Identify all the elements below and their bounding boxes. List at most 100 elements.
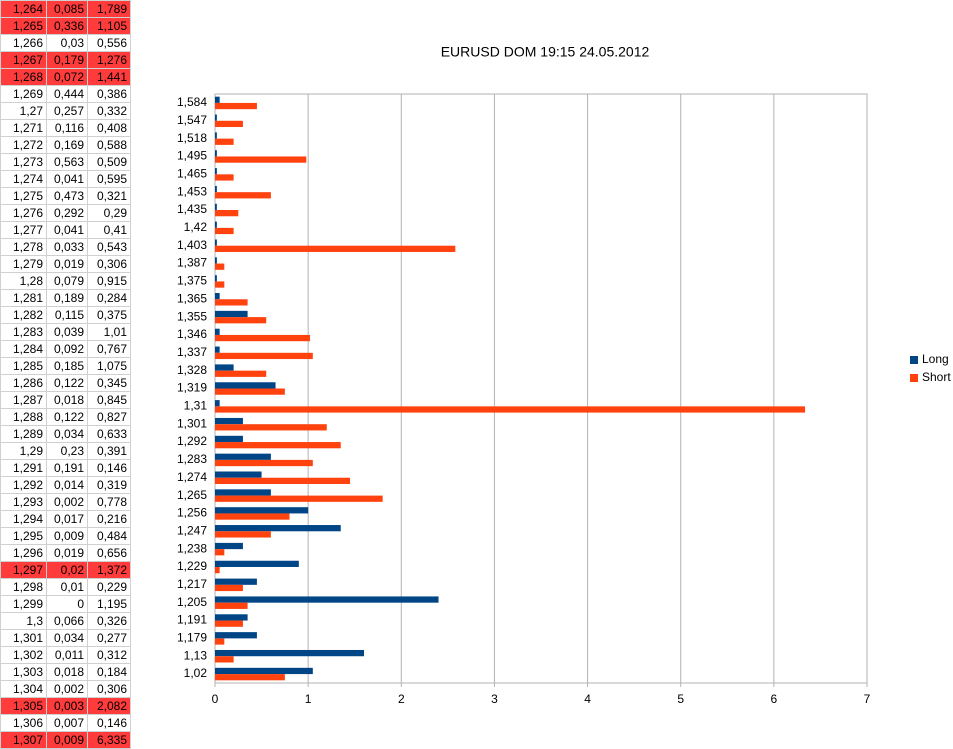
cell[interactable]: 0,116 [46, 119, 88, 137]
cell[interactable]: 1,288 [0, 408, 47, 426]
cell[interactable]: 1,105 [87, 17, 131, 35]
cell[interactable]: 1,264 [0, 0, 47, 18]
cell[interactable]: 0,122 [46, 374, 88, 392]
cell[interactable]: 1,01 [87, 323, 131, 341]
cell[interactable]: 0,191 [46, 459, 88, 477]
cell[interactable]: 1,303 [0, 663, 47, 681]
cell[interactable]: 0,484 [87, 527, 131, 545]
cell[interactable]: 1,306 [0, 714, 47, 732]
cell[interactable]: 0,345 [87, 374, 131, 392]
cell[interactable]: 1,293 [0, 493, 47, 511]
cell[interactable]: 1,372 [87, 561, 131, 579]
cell[interactable]: 1,295 [0, 527, 47, 545]
cell[interactable]: 0,588 [87, 136, 131, 154]
cell[interactable]: 1,269 [0, 85, 47, 103]
cell[interactable]: 1,273 [0, 153, 47, 171]
cell[interactable]: 0,041 [46, 170, 88, 188]
cell[interactable]: 0,009 [46, 731, 88, 749]
cell[interactable]: 0,336 [46, 17, 88, 35]
cell[interactable]: 1,278 [0, 238, 47, 256]
cell[interactable]: 0,085 [46, 0, 88, 18]
cell[interactable]: 0,01 [46, 578, 88, 596]
cell[interactable]: 0,017 [46, 510, 88, 528]
cell[interactable]: 0,312 [87, 646, 131, 664]
cell[interactable]: 0,29 [87, 204, 131, 222]
cell[interactable]: 0,122 [46, 408, 88, 426]
cell[interactable]: 1,268 [0, 68, 47, 86]
cell[interactable]: 1,272 [0, 136, 47, 154]
cell[interactable]: 0,003 [46, 697, 88, 715]
cell[interactable]: 0,321 [87, 187, 131, 205]
cell[interactable]: 0,41 [87, 221, 131, 239]
cell[interactable]: 0,189 [46, 289, 88, 307]
cell[interactable]: 1,298 [0, 578, 47, 596]
cell[interactable]: 1,279 [0, 255, 47, 273]
cell[interactable]: 0,778 [87, 493, 131, 511]
cell[interactable]: 1,304 [0, 680, 47, 698]
cell[interactable]: 0,007 [46, 714, 88, 732]
cell[interactable]: 0,072 [46, 68, 88, 86]
cell[interactable]: 1,289 [0, 425, 47, 443]
cell[interactable]: 0,332 [87, 102, 131, 120]
cell[interactable]: 0,146 [87, 459, 131, 477]
cell[interactable]: 1,287 [0, 391, 47, 409]
cell[interactable]: 0,284 [87, 289, 131, 307]
cell[interactable]: 1,789 [87, 0, 131, 18]
cell[interactable]: 0,292 [46, 204, 88, 222]
cell[interactable]: 0,011 [46, 646, 88, 664]
cell[interactable]: 0,002 [46, 680, 88, 698]
cell[interactable]: 0,179 [46, 51, 88, 69]
cell[interactable]: 0,039 [46, 323, 88, 341]
cell[interactable]: 1,292 [0, 476, 47, 494]
cell[interactable]: 0,03 [46, 34, 88, 52]
cell[interactable]: 0,018 [46, 391, 88, 409]
cell[interactable]: 0,473 [46, 187, 88, 205]
cell[interactable]: 0,391 [87, 442, 131, 460]
cell[interactable]: 0,034 [46, 425, 88, 443]
cell[interactable]: 1,284 [0, 340, 47, 358]
cell[interactable]: 0,033 [46, 238, 88, 256]
cell[interactable]: 0,257 [46, 102, 88, 120]
cell[interactable]: 1,075 [87, 357, 131, 375]
cell[interactable]: 0,216 [87, 510, 131, 528]
cell[interactable]: 1,285 [0, 357, 47, 375]
cell[interactable]: 1,305 [0, 697, 47, 715]
cell[interactable]: 0,041 [46, 221, 88, 239]
cell[interactable]: 0,656 [87, 544, 131, 562]
cell[interactable]: 0,408 [87, 119, 131, 137]
cell[interactable]: 1,3 [0, 612, 47, 630]
cell[interactable]: 0,827 [87, 408, 131, 426]
cell[interactable]: 0,014 [46, 476, 88, 494]
cell[interactable]: 0,845 [87, 391, 131, 409]
cell[interactable]: 0,543 [87, 238, 131, 256]
cell[interactable]: 0,079 [46, 272, 88, 290]
cell[interactable]: 1,302 [0, 646, 47, 664]
cell[interactable]: 0 [46, 595, 88, 613]
cell[interactable]: 1,274 [0, 170, 47, 188]
cell[interactable]: 1,271 [0, 119, 47, 137]
cell[interactable]: 0,034 [46, 629, 88, 647]
cell[interactable]: 0,23 [46, 442, 88, 460]
cell[interactable]: 0,184 [87, 663, 131, 681]
cell[interactable]: 2,082 [87, 697, 131, 715]
cell[interactable]: 0,146 [87, 714, 131, 732]
cell[interactable]: 0,306 [87, 255, 131, 273]
cell[interactable]: 0,115 [46, 306, 88, 324]
cell[interactable]: 1,276 [87, 51, 131, 69]
cell[interactable]: 0,229 [87, 578, 131, 596]
cell[interactable]: 0,767 [87, 340, 131, 358]
cell[interactable]: 0,009 [46, 527, 88, 545]
cell[interactable]: 1,266 [0, 34, 47, 52]
cell[interactable]: 6,335 [87, 731, 131, 749]
cell[interactable]: 0,019 [46, 255, 88, 273]
cell[interactable]: 0,019 [46, 544, 88, 562]
cell[interactable]: 1,296 [0, 544, 47, 562]
cell[interactable]: 0,306 [87, 680, 131, 698]
cell[interactable]: 0,386 [87, 85, 131, 103]
cell[interactable]: 0,595 [87, 170, 131, 188]
cell[interactable]: 1,282 [0, 306, 47, 324]
cell[interactable]: 0,002 [46, 493, 88, 511]
cell[interactable]: 1,291 [0, 459, 47, 477]
cell[interactable]: 0,185 [46, 357, 88, 375]
cell[interactable]: 1,29 [0, 442, 47, 460]
